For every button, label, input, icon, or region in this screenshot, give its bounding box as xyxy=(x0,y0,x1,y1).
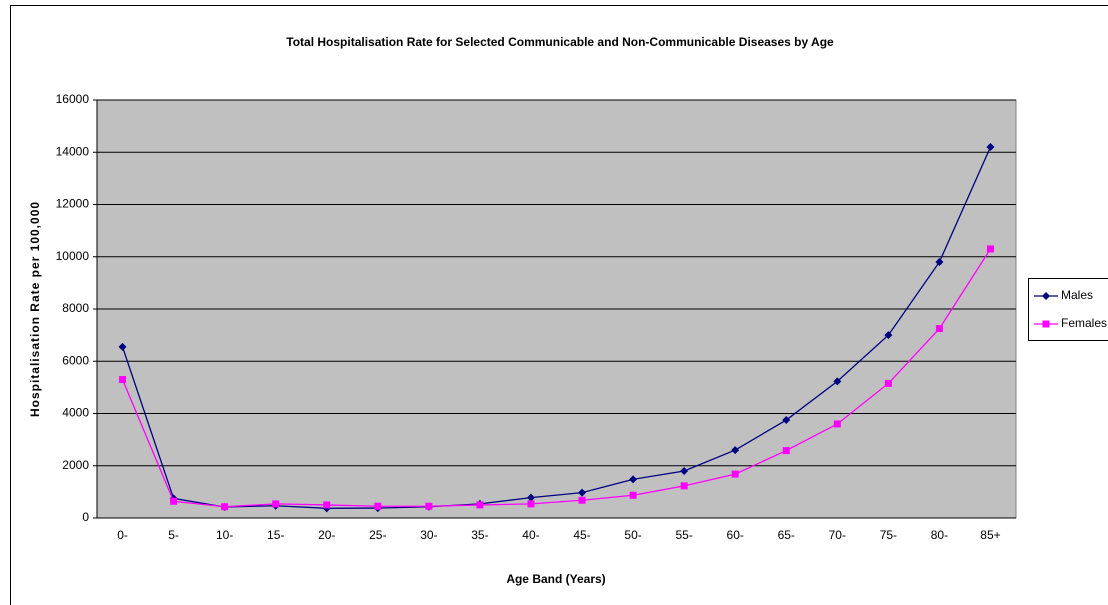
data-point xyxy=(986,143,995,152)
series-line xyxy=(121,248,992,508)
y-tick-label: 14000 xyxy=(56,144,90,158)
legend-label: Males xyxy=(1061,288,1093,302)
x-tick-label: 70- xyxy=(829,528,846,542)
x-tick-label: 30- xyxy=(420,528,437,542)
data-point xyxy=(782,416,791,425)
data-point xyxy=(476,501,484,509)
data-point xyxy=(833,377,842,386)
y-tick-label: 6000 xyxy=(62,353,89,367)
legend-label: Females xyxy=(1061,316,1107,330)
data-point xyxy=(578,488,587,497)
x-tick-label: 40- xyxy=(522,528,539,542)
x-tick-label: 85+ xyxy=(980,528,1000,542)
data-point xyxy=(986,245,994,253)
data-point xyxy=(680,482,688,490)
x-tick-label: 15- xyxy=(267,528,284,542)
x-tick-label: 0- xyxy=(117,528,128,542)
x-tick-label: 75- xyxy=(880,528,897,542)
x-tick-label: 60- xyxy=(727,528,744,542)
x-tick-label: 45- xyxy=(573,528,590,542)
x-tick-label: 50- xyxy=(624,528,641,542)
data-point xyxy=(782,447,790,455)
data-point xyxy=(425,502,433,510)
y-axis-title: Hospitalisation Rate per 100,000 xyxy=(28,201,42,417)
y-tick-label: 16000 xyxy=(56,92,90,106)
data-point xyxy=(118,342,127,351)
data-point xyxy=(119,376,127,384)
x-tick-label: 25- xyxy=(369,528,386,542)
y-tick-label: 2000 xyxy=(62,458,89,472)
legend-box xyxy=(1028,278,1108,341)
data-point xyxy=(578,496,586,504)
x-tick-label: 20- xyxy=(318,528,335,542)
x-tick-label: 65- xyxy=(778,528,795,542)
y-tick-label: 10000 xyxy=(56,249,90,263)
chart-title: Total Hospitalisation Rate for Selected … xyxy=(286,35,834,49)
data-point xyxy=(884,331,893,340)
x-tick-label: 80- xyxy=(931,528,948,542)
y-tick-label: 12000 xyxy=(56,197,90,211)
data-point xyxy=(527,500,535,508)
data-point xyxy=(374,502,382,510)
data-point xyxy=(935,325,943,333)
data-point xyxy=(170,497,178,505)
x-tick-label: 35- xyxy=(471,528,488,542)
x-tick-label: 10- xyxy=(216,528,233,542)
legend-marker xyxy=(1042,292,1050,300)
data-point xyxy=(731,446,740,455)
data-point xyxy=(884,379,892,387)
y-tick-label: 8000 xyxy=(62,301,89,315)
data-point xyxy=(629,491,637,499)
data-point xyxy=(272,500,280,508)
x-axis-title: Age Band (Years) xyxy=(506,572,605,586)
data-point xyxy=(629,475,638,484)
x-tick-label: 55- xyxy=(675,528,692,542)
data-point xyxy=(221,503,229,511)
y-tick-label: 4000 xyxy=(62,406,89,420)
data-point xyxy=(833,420,841,428)
data-point xyxy=(526,493,535,502)
data-point xyxy=(680,466,689,475)
x-tick-label: 5- xyxy=(168,528,179,542)
y-tick-label: 0 xyxy=(82,510,89,524)
data-point xyxy=(935,257,944,266)
series-line xyxy=(121,146,992,509)
data-point xyxy=(323,501,331,509)
data-point xyxy=(731,470,739,478)
legend-marker xyxy=(1042,320,1050,328)
